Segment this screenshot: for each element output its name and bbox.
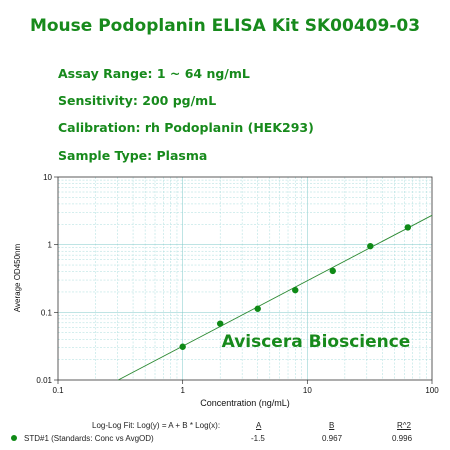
x-tick-label: 100	[425, 386, 439, 395]
y-tick-label: 10	[43, 173, 52, 182]
data-point	[254, 305, 261, 312]
x-axis-label: Concentration (ng/mL)	[200, 398, 290, 408]
x-tick-label: 0.1	[52, 386, 64, 395]
y-axis-label: Average OD450nm	[13, 244, 22, 313]
fit-r2-value: 0.996	[392, 434, 413, 443]
fit-b-header: B	[329, 421, 335, 430]
plot-frame	[57, 176, 433, 381]
fit-r2-header: R^2	[397, 421, 411, 430]
y-tick-label: 0.01	[36, 376, 52, 385]
fit-equation: Log-Log Fit: Log(y) = A + B * Log(x):	[92, 421, 221, 430]
legend-marker	[11, 435, 17, 441]
data-point	[216, 320, 224, 327]
fit-line	[117, 214, 433, 381]
sensitivity: Sensitivity: 200 pg/mL	[58, 93, 217, 108]
fit-a-value: -1.5	[251, 434, 265, 443]
fit-b-value: 0.967	[322, 434, 343, 443]
data-points	[179, 224, 412, 350]
data-point	[404, 224, 412, 231]
legend-series-name: STD#1 (Standards: Conc vs AvgOD)	[24, 434, 154, 443]
axis-ticks	[54, 176, 433, 384]
watermark: Aviscera Bioscience	[222, 332, 411, 352]
data-point	[179, 343, 186, 350]
y-tick-label: 1	[48, 241, 53, 250]
fit-a-header: A	[256, 421, 262, 430]
sample-type: Sample Type: Plasma	[58, 148, 208, 163]
x-tick-label: 10	[303, 386, 312, 395]
calibration: Calibration: rh Podoplanin (HEK293)	[58, 120, 314, 135]
assay-range: Assay Range: 1 ~ 64 ng/mL	[58, 66, 250, 81]
page-title: Mouse Podoplanin ELISA Kit SK00409-03	[29, 16, 421, 36]
data-point	[367, 242, 374, 250]
data-point	[329, 267, 336, 275]
y-tick-label: 0.1	[41, 308, 53, 317]
x-tick-label: 1	[180, 386, 185, 395]
data-point	[292, 286, 299, 294]
